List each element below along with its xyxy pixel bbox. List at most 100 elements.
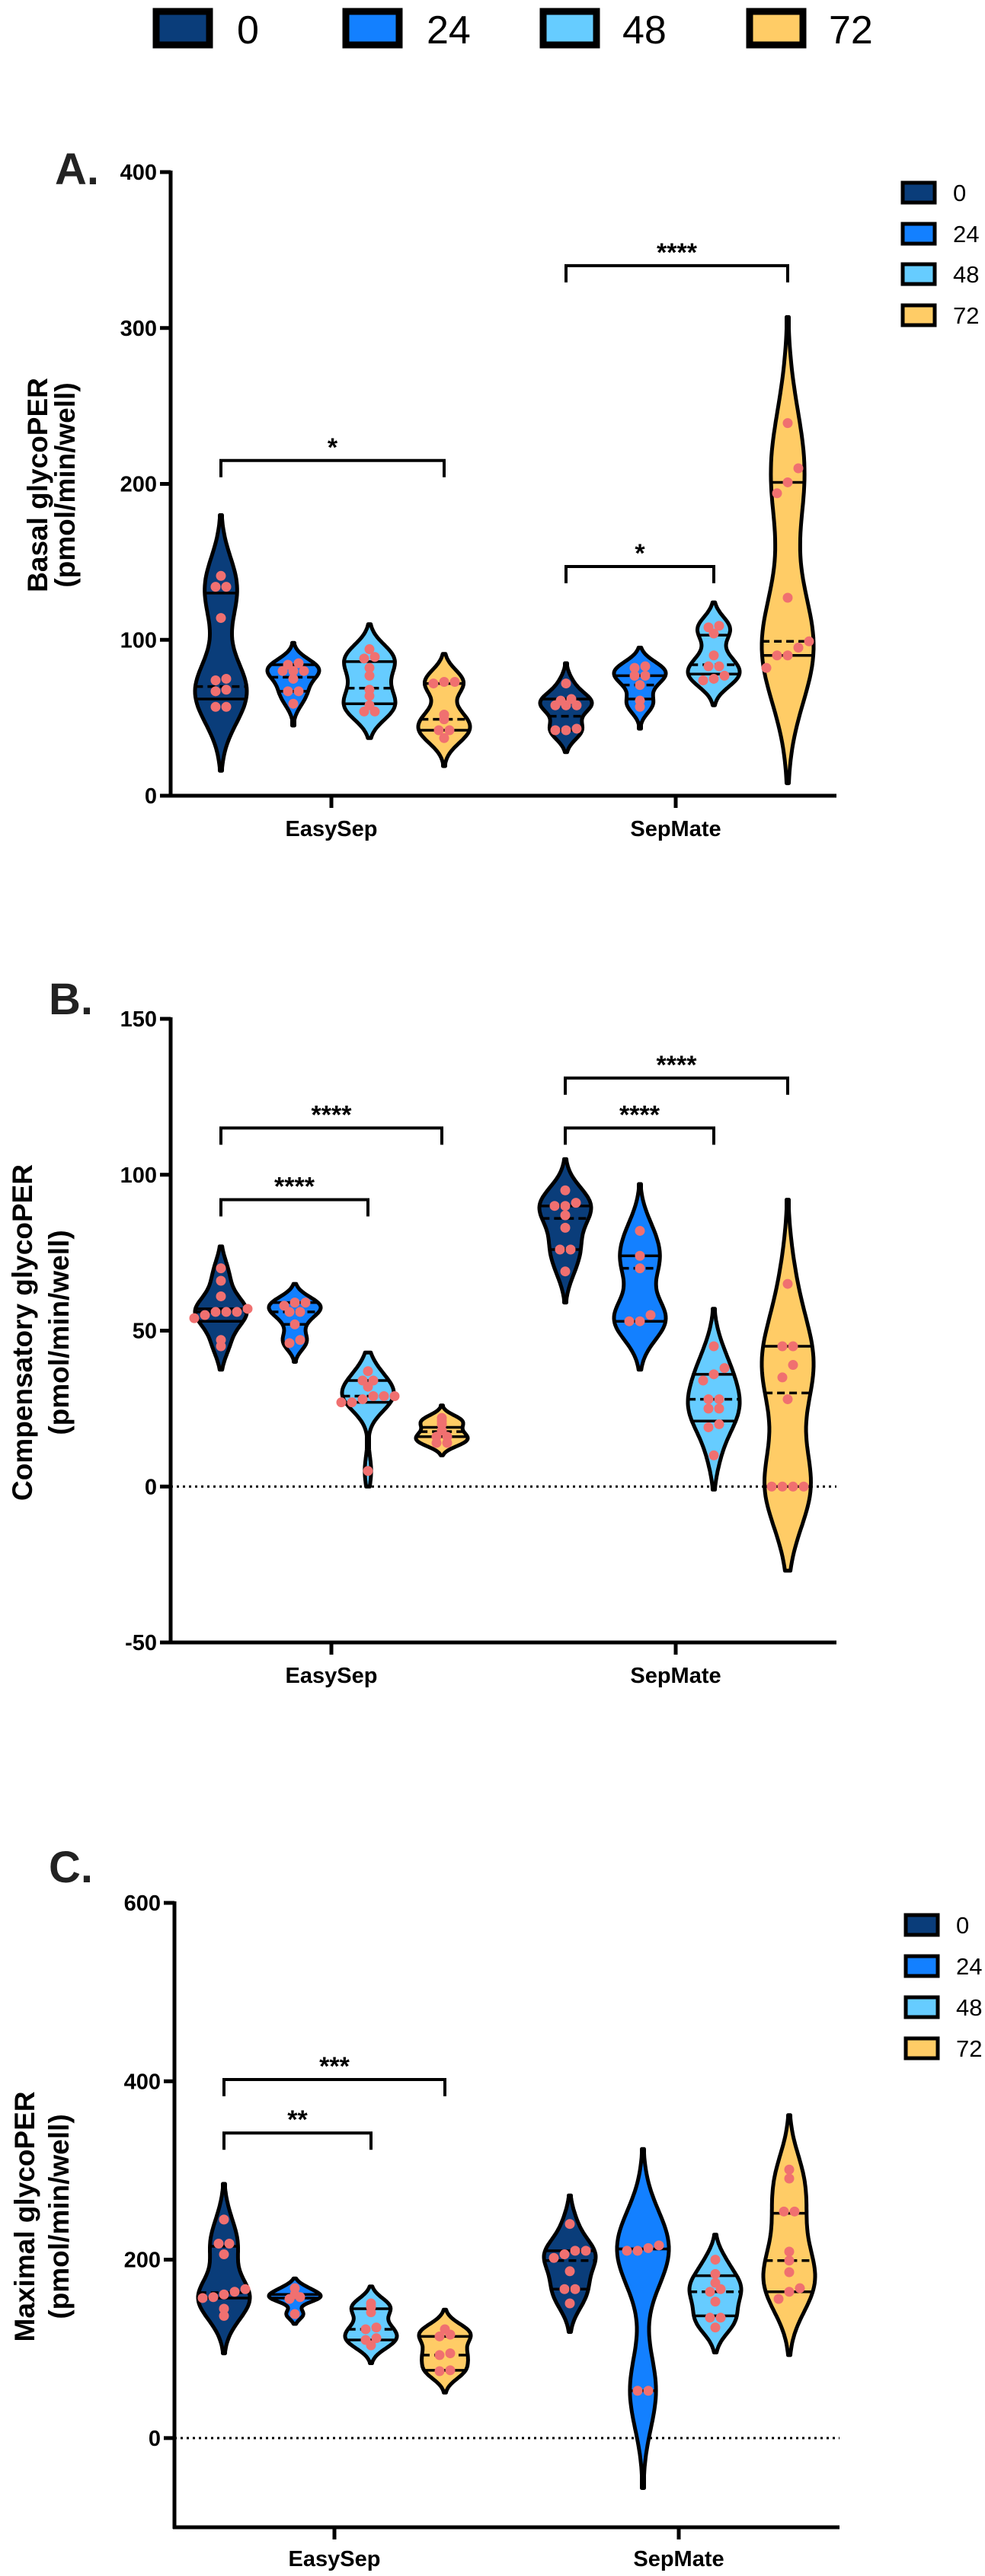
data-point	[710, 2322, 721, 2333]
data-point	[708, 1450, 719, 1460]
data-point	[782, 1394, 793, 1405]
data-point	[560, 1266, 571, 1277]
data-point	[645, 1310, 656, 1320]
data-point	[708, 1369, 719, 1380]
data-point	[449, 677, 460, 688]
data-point	[643, 2242, 654, 2253]
legend-label-0: 0	[956, 1912, 969, 1939]
panel-a: A. Basal glycoPER (pmol/min/well) EasySe…	[22, 145, 979, 841]
data-point	[221, 673, 232, 684]
data-point	[710, 2297, 721, 2307]
data-point	[710, 2278, 721, 2288]
legend-swatch-72	[746, 8, 807, 49]
legend-swatch-48	[539, 8, 600, 49]
data-point	[561, 678, 571, 689]
data-point	[189, 1313, 200, 1323]
data-point	[777, 1481, 788, 1492]
legend-swatch-24	[342, 8, 403, 49]
data-point	[299, 666, 309, 676]
data-point	[364, 700, 375, 710]
data-point	[782, 592, 793, 603]
data-point	[221, 685, 232, 695]
legend-swatch-48	[900, 262, 937, 286]
data-point	[293, 686, 304, 697]
data-point	[795, 2283, 805, 2294]
data-point	[295, 1307, 305, 1317]
data-point	[289, 1319, 300, 1329]
data-point	[708, 650, 719, 661]
y-tick-label: 100	[120, 1164, 157, 1188]
legend-label-0: 0	[237, 8, 259, 53]
violin-sepmate-72	[761, 2113, 817, 2357]
data-point	[564, 2298, 575, 2309]
data-point	[710, 2255, 721, 2265]
data-point	[705, 2287, 715, 2297]
significance-label: ****	[657, 238, 698, 267]
data-point	[293, 658, 304, 669]
data-point	[371, 2322, 382, 2333]
data-point	[428, 678, 439, 689]
significance-bracket: ***	[222, 2052, 446, 2096]
y-tick-label: -50	[125, 1631, 157, 1655]
data-point	[714, 1419, 724, 1429]
violin-shape	[761, 2113, 817, 2357]
data-point	[197, 2293, 208, 2303]
violin-shape	[612, 1182, 668, 1372]
violin-shape	[542, 2193, 598, 2334]
data-point	[708, 1341, 719, 1352]
data-point	[219, 2303, 229, 2314]
data-point	[210, 675, 221, 685]
data-point	[719, 670, 730, 681]
violin-easysep-48	[343, 2284, 399, 2365]
significance-label: ****	[312, 1100, 353, 1129]
data-point	[359, 653, 369, 664]
data-point	[210, 701, 221, 712]
significance-label: ****	[657, 1051, 698, 1080]
violin-sepmate-48	[686, 1307, 742, 1492]
legend-label-48: 48	[956, 1994, 982, 2021]
significance-label: **	[287, 2105, 308, 2134]
data-point	[703, 1422, 714, 1432]
data-point	[654, 2240, 664, 2251]
data-point	[622, 2246, 632, 2256]
data-point	[784, 2267, 795, 2278]
panel-c: C. Maximal glycoPER (pmol/min/well) Easy…	[9, 1843, 982, 2571]
data-point	[439, 733, 449, 743]
legend-label-48: 48	[953, 261, 979, 288]
data-point	[560, 1201, 571, 1211]
data-point	[640, 670, 651, 681]
violin-easysep-24	[265, 640, 321, 728]
data-point	[210, 686, 221, 697]
data-point	[288, 673, 299, 684]
category-label-sepmate: SepMate	[633, 2547, 724, 2571]
significance-bracket: *	[564, 539, 715, 584]
data-point	[560, 1222, 571, 1233]
data-point	[703, 622, 714, 633]
data-point	[439, 677, 449, 688]
bracket-line	[222, 2077, 446, 2096]
y-tick-label: 150	[120, 1007, 157, 1032]
violin-sepmate-48	[687, 2233, 744, 2354]
y-tick-label: 100	[120, 628, 157, 653]
data-point	[708, 673, 719, 684]
violin-sepmate-72	[760, 314, 816, 786]
violin-sepmate-24	[612, 646, 668, 731]
data-point	[714, 1403, 724, 1414]
legend: 0 24 48 72	[903, 1912, 982, 2062]
data-point	[221, 701, 232, 712]
violin-shape	[341, 622, 398, 740]
data-point	[219, 2289, 229, 2300]
bracket-line	[219, 1126, 443, 1145]
violin-easysep-72	[414, 1403, 470, 1457]
data-point	[216, 1275, 226, 1286]
data-point	[784, 2287, 795, 2297]
legend-label-24: 24	[427, 8, 471, 53]
violin-easysep-0	[189, 1244, 253, 1372]
legend-label-72: 72	[829, 8, 873, 53]
data-point	[369, 652, 380, 662]
violin-shape	[687, 2233, 744, 2354]
significance-bracket: ****	[564, 238, 789, 282]
data-point	[565, 1244, 576, 1255]
data-point	[219, 2310, 229, 2321]
